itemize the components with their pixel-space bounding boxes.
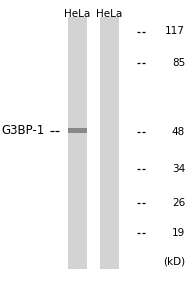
Bar (68, 128, 87, 133)
Text: 117: 117 (165, 26, 185, 37)
Bar (100, 16, 119, 268)
Bar (68, 16, 87, 268)
Text: G3BP-1: G3BP-1 (2, 124, 45, 137)
Text: HeLa: HeLa (96, 9, 122, 19)
Text: (kD): (kD) (163, 256, 185, 266)
Text: 26: 26 (172, 197, 185, 208)
Text: 48: 48 (172, 127, 185, 137)
Text: 19: 19 (172, 227, 185, 238)
Text: 85: 85 (172, 58, 185, 68)
Text: 34: 34 (172, 164, 185, 175)
Text: HeLa: HeLa (65, 9, 91, 19)
